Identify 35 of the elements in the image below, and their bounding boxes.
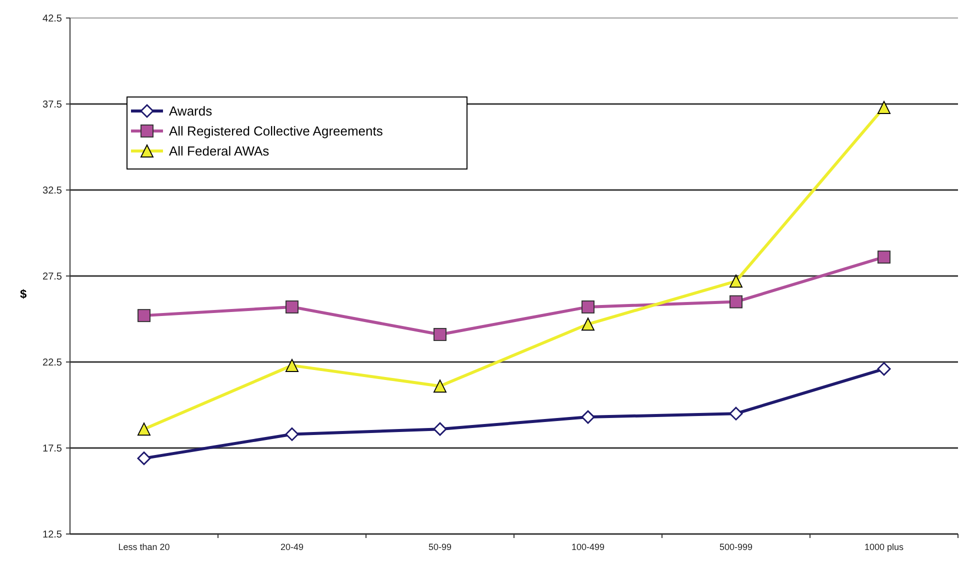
point [138,422,150,436]
x-tick-label: Less than 20 [118,542,170,552]
point [877,362,891,376]
y-tick-label: 42.5 [42,14,62,24]
y-axis-title: $ [20,287,27,302]
point [434,380,446,393]
point [730,274,742,288]
legend-label: Awards [169,104,213,119]
y-tick-label: 12.5 [42,530,62,540]
point [286,358,298,372]
point [729,406,743,420]
point [137,452,151,466]
y-tick-label: 37.5 [42,100,62,110]
x-tick-label: 1000 plus [864,542,904,552]
point [285,427,299,441]
point [730,295,742,308]
point [433,422,447,436]
x-tick-label: 100-499 [571,542,605,552]
point [138,309,150,322]
y-tick-label: 32.5 [42,186,62,196]
point [878,250,890,264]
legend-label: All Registered Collective Agreements [169,124,384,139]
y-tick-label: 22.5 [42,358,62,368]
point [581,410,595,424]
y-tick-label: 17.5 [42,444,62,454]
point [582,300,594,314]
x-tick-label: 20-49 [280,542,304,552]
point [434,328,446,341]
x-tick-label: 50-99 [428,542,452,552]
point [878,100,890,114]
x-tick-label: 500-999 [719,542,753,552]
point [286,300,298,314]
legend-label: All Federal AWAs [169,144,270,159]
y-tick-label: 27.5 [42,272,62,282]
point [582,318,594,331]
